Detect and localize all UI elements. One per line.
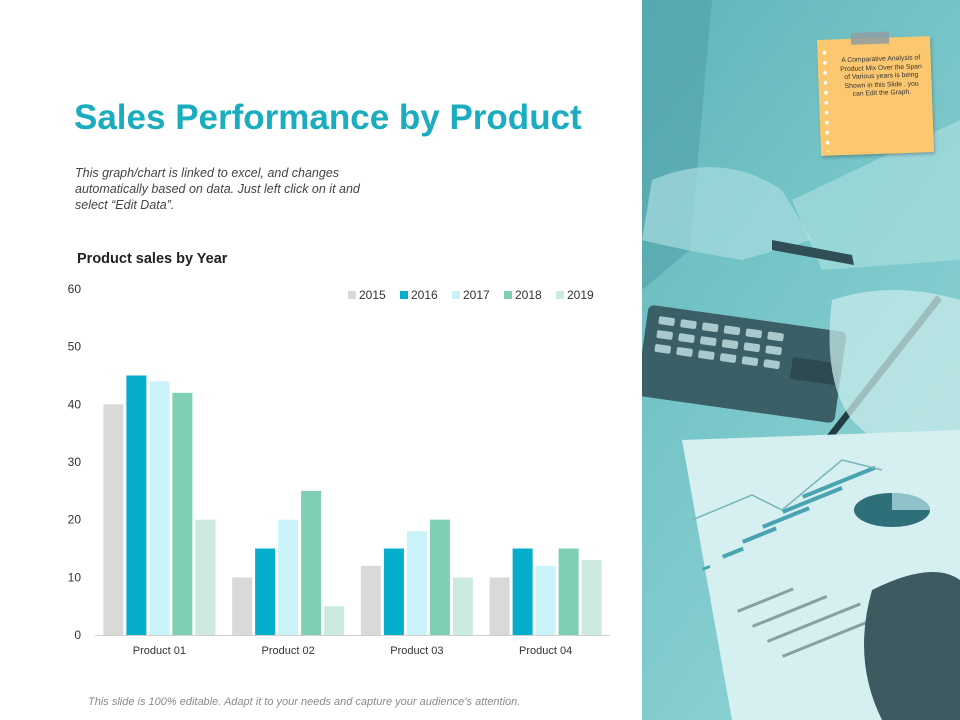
legend-swatch-2015 — [348, 291, 356, 299]
bar-2016-product-03[interactable] — [383, 548, 404, 636]
slide-title: Sales Performance by Product — [74, 98, 582, 137]
y-tick-label: 30 — [68, 455, 82, 469]
sticky-note: A Comparative Analysis of Product Mix Ov… — [817, 31, 934, 156]
bar-chart[interactable]: 0 10 20 30 40 50 60 Product 01 Product 02 Product… — [0, 270, 640, 670]
bar-2019-product-03[interactable] — [452, 577, 473, 635]
legend-label-2019: 2019 — [567, 288, 594, 302]
y-tick-label: 10 — [68, 570, 82, 584]
x-tick-label: Product 04 — [519, 645, 572, 657]
bar-2018-product-01[interactable] — [172, 392, 193, 635]
bar-2019-product-04[interactable] — [581, 560, 602, 635]
bar-2018-product-02[interactable] — [301, 490, 322, 635]
note-tape — [850, 31, 890, 45]
x-tick-label: Product 03 — [390, 645, 443, 657]
legend-label-2015: 2015 — [359, 288, 386, 302]
bar-2016-product-04[interactable] — [512, 548, 533, 636]
bar-2019-product-01[interactable] — [195, 519, 216, 635]
bar-2015-product-03[interactable] — [360, 565, 381, 635]
y-tick-label: 50 — [68, 340, 82, 354]
bar-2016-product-02[interactable] — [255, 548, 276, 636]
bar-2016-product-01[interactable] — [126, 375, 147, 636]
legend-swatch-2016 — [400, 291, 408, 299]
y-tick-label: 0 — [74, 628, 81, 642]
bar-2017-product-01[interactable] — [149, 381, 170, 635]
legend-swatch-2018 — [504, 291, 512, 299]
bar-2019-product-02[interactable] — [324, 606, 345, 635]
legend-label-2018: 2018 — [515, 288, 542, 302]
chart-title: Product sales by Year — [77, 251, 228, 267]
x-tick-label: Product 02 — [262, 645, 315, 657]
legend-label-2016: 2016 — [411, 288, 438, 302]
slide-description: This graph/chart is linked to excel, and… — [75, 166, 360, 212]
bar-2017-product-03[interactable] — [406, 531, 427, 635]
legend-label-2017: 2017 — [463, 288, 490, 302]
bar-2017-product-02[interactable] — [278, 519, 299, 635]
y-tick-label: 20 — [68, 513, 82, 527]
x-tick-label: Product 01 — [133, 645, 186, 657]
bar-2018-product-03[interactable] — [429, 519, 450, 635]
bar-2015-product-01[interactable] — [103, 404, 124, 635]
bar-2017-product-04[interactable] — [535, 565, 556, 635]
bar-2015-product-02[interactable] — [232, 577, 253, 635]
legend-swatch-2017 — [452, 291, 460, 299]
bar-2015-product-04[interactable] — [489, 577, 510, 635]
note-text: A Comparative Analysis of Product Mix Ov… — [840, 54, 922, 98]
bar-2018-product-04[interactable] — [558, 548, 579, 636]
y-tick-label: 40 — [68, 397, 82, 411]
legend-swatch-2019 — [556, 291, 564, 299]
slide-footer: This slide is 100% editable. Adapt it to… — [88, 696, 521, 708]
y-tick-label: 60 — [68, 282, 82, 296]
note-binding-dots — [821, 47, 831, 152]
